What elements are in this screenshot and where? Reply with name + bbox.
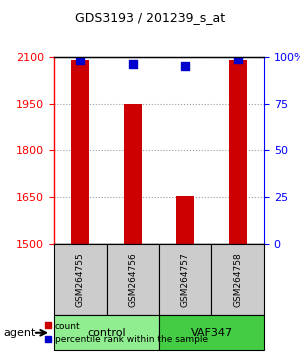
FancyBboxPatch shape bbox=[159, 244, 211, 315]
Point bbox=[130, 61, 135, 67]
Text: VAF347: VAF347 bbox=[190, 328, 232, 338]
FancyBboxPatch shape bbox=[212, 244, 264, 315]
Text: GSM264755: GSM264755 bbox=[76, 252, 85, 307]
Point bbox=[78, 58, 83, 63]
Point bbox=[183, 63, 188, 69]
Bar bbox=[176, 196, 194, 244]
FancyBboxPatch shape bbox=[106, 244, 159, 315]
FancyBboxPatch shape bbox=[159, 315, 264, 350]
Bar bbox=[71, 60, 89, 244]
Text: GSM264757: GSM264757 bbox=[181, 252, 190, 307]
Text: GSM264758: GSM264758 bbox=[233, 252, 242, 307]
FancyBboxPatch shape bbox=[54, 244, 106, 315]
Bar bbox=[229, 60, 247, 244]
Point bbox=[235, 56, 240, 61]
FancyBboxPatch shape bbox=[54, 315, 159, 350]
Bar bbox=[124, 103, 142, 244]
Text: control: control bbox=[87, 328, 126, 338]
Text: agent: agent bbox=[3, 328, 35, 338]
Text: GDS3193 / 201239_s_at: GDS3193 / 201239_s_at bbox=[75, 11, 225, 24]
Legend: count, percentile rank within the sample: count, percentile rank within the sample bbox=[40, 318, 212, 348]
Text: GSM264756: GSM264756 bbox=[128, 252, 137, 307]
